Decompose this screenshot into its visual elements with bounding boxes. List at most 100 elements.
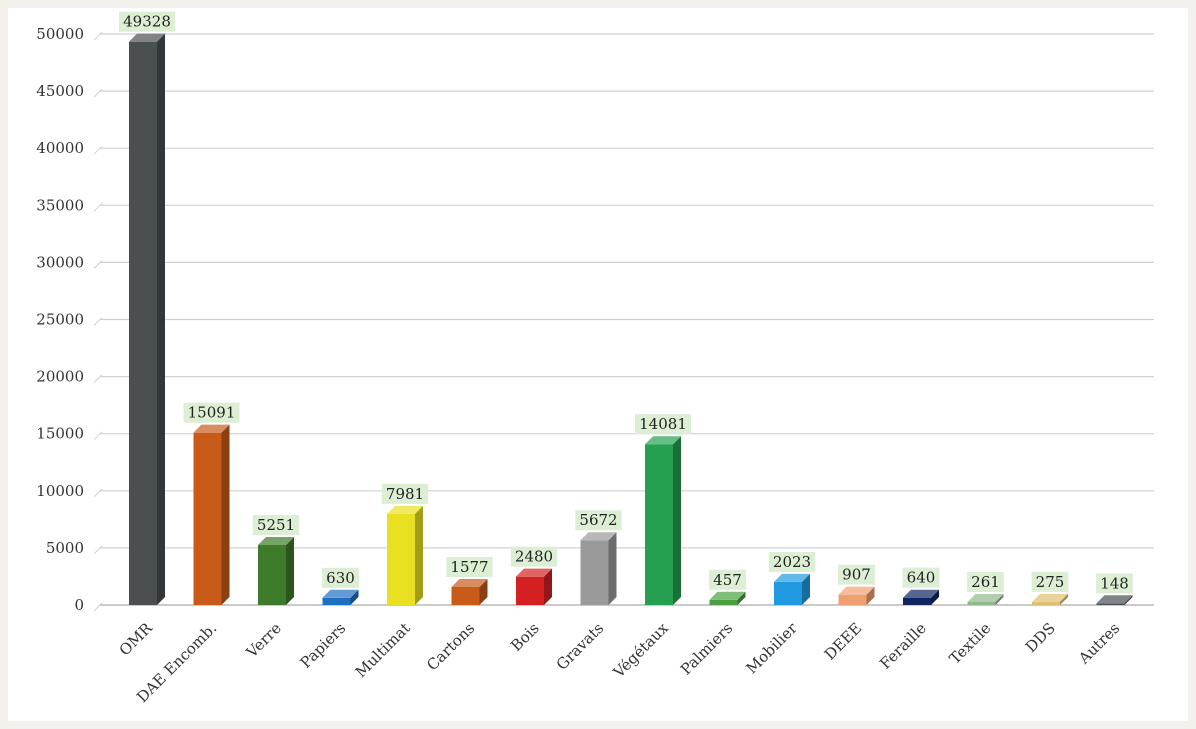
bar-side xyxy=(415,505,423,605)
x-tick-label: Verre xyxy=(242,619,285,662)
y-tick-label: 15000 xyxy=(36,425,84,443)
tick-mark xyxy=(93,260,103,269)
x-tick-label: Multimat xyxy=(352,619,414,681)
data-label: 457 xyxy=(713,571,742,589)
y-tick-label: 10000 xyxy=(36,482,84,500)
bars xyxy=(129,33,1133,605)
tick-mark xyxy=(93,145,103,155)
bar-front xyxy=(838,594,867,605)
bar-top xyxy=(709,591,746,600)
bar-top xyxy=(645,436,681,445)
data-label: 2023 xyxy=(773,553,811,571)
bar xyxy=(451,578,488,605)
data-label: 630 xyxy=(326,569,355,587)
bar xyxy=(387,505,423,605)
bar xyxy=(645,436,681,605)
bar-top xyxy=(322,589,359,598)
bar-front xyxy=(645,444,673,605)
data-label: 907 xyxy=(842,566,871,584)
bar-front xyxy=(580,540,609,605)
bar-top xyxy=(129,33,165,42)
bar-side xyxy=(157,33,165,605)
bar-top xyxy=(580,532,617,541)
y-tick-label: 40000 xyxy=(36,139,84,157)
data-label-bg xyxy=(635,414,691,435)
bar xyxy=(838,586,875,605)
bar-top xyxy=(1032,593,1068,602)
x-tick-label: Mobilier xyxy=(743,619,802,678)
data-label: 640 xyxy=(907,569,936,587)
y-tick-label: 30000 xyxy=(36,253,84,271)
data-label-bg xyxy=(768,551,816,572)
x-tick-label: Bois xyxy=(507,619,543,655)
bar-side xyxy=(544,568,552,605)
bar-side xyxy=(931,589,939,605)
data-label: 148 xyxy=(1100,574,1129,592)
bar-side xyxy=(479,578,488,605)
data-label-bg xyxy=(252,515,300,536)
bar xyxy=(193,424,230,605)
x-tick-label: Gravats xyxy=(553,619,608,674)
bar xyxy=(967,594,1004,605)
bar-top xyxy=(451,578,488,587)
y-tick-label: 25000 xyxy=(36,311,84,329)
bar xyxy=(129,33,165,605)
x-tick-label: DEEE xyxy=(821,619,865,663)
bar-side xyxy=(995,594,1004,605)
y-tick-label: 0 xyxy=(74,596,84,614)
bar-side xyxy=(1060,593,1068,605)
data-label: 14081 xyxy=(639,415,687,433)
y-tick-label: 50000 xyxy=(36,25,84,43)
bar-front xyxy=(193,432,222,605)
tick-mark xyxy=(93,88,103,98)
bar-top xyxy=(774,573,810,582)
bar-front xyxy=(1032,601,1060,605)
tick-mark xyxy=(93,602,103,612)
bar-top xyxy=(387,505,423,514)
bar-front xyxy=(516,576,544,605)
bar xyxy=(774,573,810,605)
bar-top xyxy=(838,586,875,595)
bar-front xyxy=(258,545,286,605)
data-label-bg xyxy=(1031,571,1069,592)
bar-side xyxy=(350,589,359,605)
chart: 0 5000 10000 15000 20000 25000 30000 35000 40000… xyxy=(8,8,1188,721)
bar-side xyxy=(221,424,230,605)
bar-front xyxy=(387,513,415,605)
y-tick-label: 20000 xyxy=(36,368,84,386)
data-label-bg xyxy=(902,567,940,588)
tick-mark xyxy=(93,545,103,555)
bar xyxy=(322,589,359,605)
bar-front xyxy=(903,597,931,605)
tick-mark xyxy=(93,202,103,212)
tick-mark xyxy=(93,31,103,41)
tick-mark xyxy=(93,374,103,383)
x-tick-label: Végétaux xyxy=(609,619,672,682)
data-labels: 49328 15091 5251 630 7981 1577 2480 5672 14081 45… xyxy=(119,11,1133,594)
x-tick-label: Cartons xyxy=(423,619,478,674)
bar-front xyxy=(967,602,996,605)
data-label-bg xyxy=(967,572,1004,593)
data-label-bg xyxy=(119,11,175,32)
bar-front xyxy=(709,599,738,605)
x-tick-label: DDS xyxy=(1022,619,1059,656)
data-label-bg xyxy=(838,564,875,585)
data-label: 5251 xyxy=(257,516,295,534)
tick-mark xyxy=(93,431,103,441)
bar-top xyxy=(258,537,294,546)
data-label-bg xyxy=(381,483,429,504)
bar xyxy=(580,532,617,605)
y-tick-label: 5000 xyxy=(46,539,84,557)
y-tick-label: 45000 xyxy=(36,82,84,100)
bar xyxy=(258,537,294,605)
bar-top xyxy=(516,568,552,577)
bar-front xyxy=(322,597,351,605)
bar xyxy=(1032,593,1068,605)
x-tick-label: Palmiers xyxy=(677,619,736,678)
bar-front xyxy=(774,581,802,605)
bar-side xyxy=(866,586,875,605)
bar-top xyxy=(967,594,1004,603)
x-tick-label: Textile xyxy=(946,619,995,668)
data-label: 2480 xyxy=(515,548,553,566)
bar-side xyxy=(737,591,746,605)
